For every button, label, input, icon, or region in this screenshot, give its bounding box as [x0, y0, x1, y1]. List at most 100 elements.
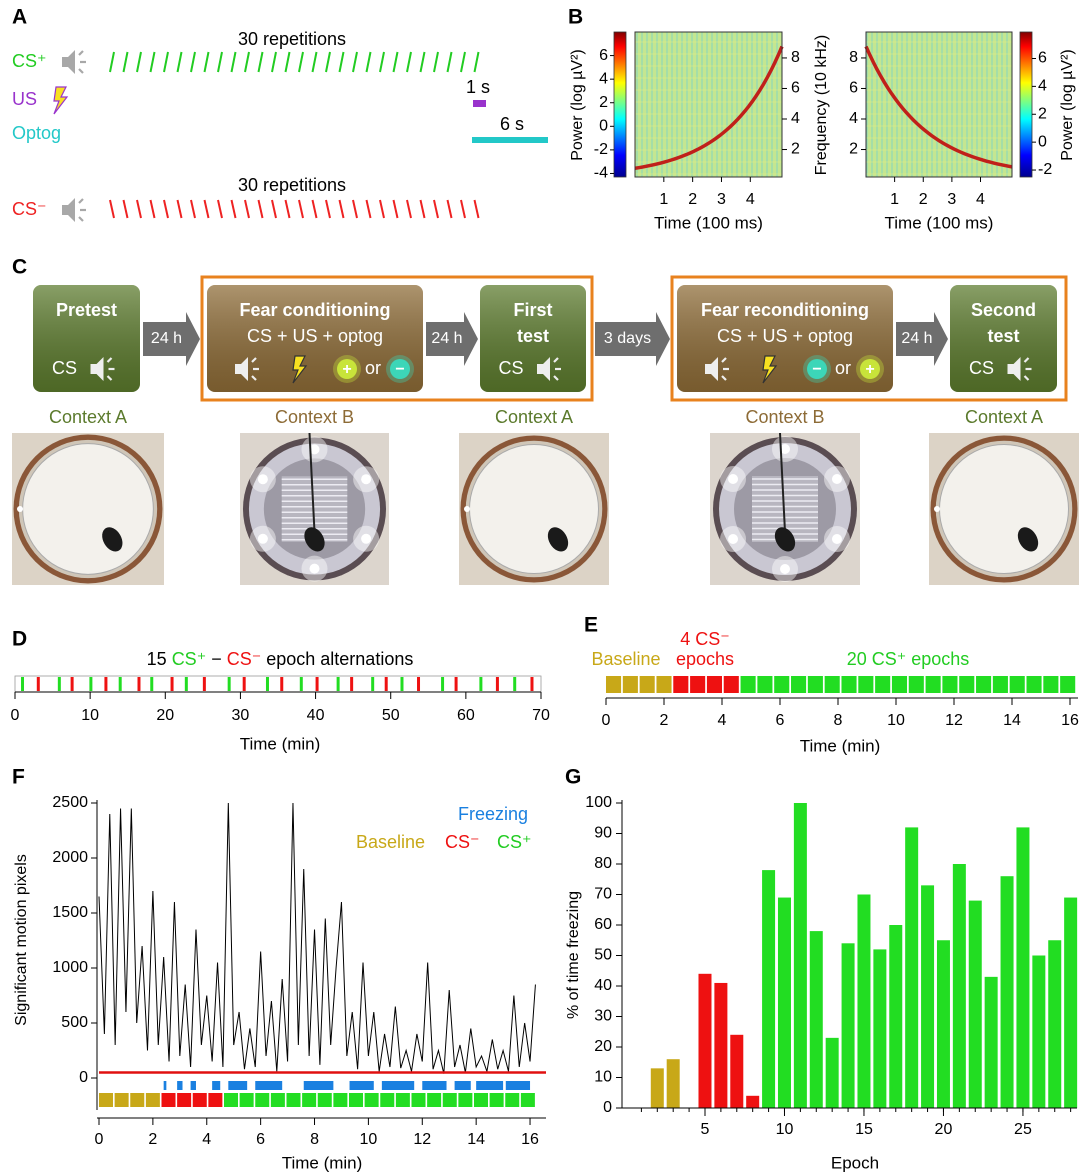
optog-dot [390, 359, 410, 379]
plot-frame [865, 31, 1013, 178]
bar [730, 1034, 744, 1108]
light-spot [309, 563, 320, 574]
y-tick-label: 1500 [52, 904, 88, 921]
cs-plus-pip [149, 51, 156, 73]
sound-wave [1023, 375, 1030, 381]
y-tick-label: 8 [791, 49, 800, 66]
epoch-block [740, 676, 756, 693]
x-tick-label: 1 [890, 191, 899, 208]
epoch-block [349, 1093, 364, 1107]
lightning-icon [292, 355, 308, 384]
x-axis-label: Time (min) [282, 1153, 363, 1172]
x-tick-label: 40 [307, 707, 325, 724]
x-tick-label: 70 [532, 707, 550, 724]
speaker-icon [705, 357, 729, 381]
freezing-interval [255, 1081, 283, 1090]
bar [666, 1059, 680, 1108]
x-axis-label: Time (100 ms) [885, 213, 994, 232]
freezing-interval [476, 1081, 504, 1090]
cs-minus-pip [338, 199, 345, 219]
epoch-block [891, 676, 908, 693]
epoch-block [411, 1093, 426, 1107]
cs-plus-pip [176, 51, 183, 73]
arena-photo [12, 433, 164, 585]
sound-wave [251, 357, 257, 363]
y-tick-label: 500 [61, 1014, 88, 1031]
epoch-block [807, 676, 823, 693]
bar [873, 949, 887, 1108]
bar [714, 982, 728, 1108]
y-tick-label: 50 [594, 947, 612, 964]
cs-plus-pip [325, 51, 331, 73]
x-tick-label: 2 [688, 191, 697, 208]
epoch-block [474, 1093, 489, 1107]
speaker-icon [235, 357, 259, 381]
sound-wave [553, 375, 559, 381]
title-part: epoch alternations [261, 649, 413, 669]
x-tick-label: 0 [11, 707, 20, 724]
panel-label: E [584, 614, 598, 637]
light-dot [934, 506, 940, 512]
cs-plus-pip [473, 51, 480, 73]
sound-wave [78, 50, 84, 56]
epoch-block [690, 676, 706, 693]
cs-plus-pip [406, 51, 412, 73]
or-label: or [835, 358, 851, 378]
x-tick-label: 30 [232, 707, 250, 724]
epoch-block [992, 676, 1008, 693]
x-tick-label: 4 [976, 191, 985, 208]
step-box-shine [950, 285, 1057, 392]
sound-wave [78, 68, 84, 74]
context-label: Context A [495, 407, 573, 427]
stimulus-row-note: 30 repetitions [238, 175, 346, 195]
epoch-block [130, 1093, 145, 1107]
speaker-body [90, 357, 104, 381]
y-tick-label: 40 [594, 977, 612, 994]
bar [952, 864, 966, 1108]
speaker-icon [1007, 357, 1032, 381]
freezing-interval [212, 1081, 221, 1090]
y-tick-label: 10 [594, 1069, 612, 1086]
epoch-block [161, 1093, 176, 1107]
sound-wave [106, 357, 113, 363]
epoch-block [908, 676, 924, 693]
cs-minus-pip [190, 199, 196, 219]
light-spot [831, 474, 842, 484]
cs-minus-pip [257, 199, 264, 219]
stimulus-row-label: CS⁺ [12, 51, 47, 71]
cs-minus-pip [473, 199, 480, 219]
x-tick-label: 16 [521, 1131, 539, 1148]
spectrogram [866, 32, 1012, 177]
phase-frame [670, 275, 1068, 402]
x-tick-label: 10 [81, 707, 99, 724]
step-box-shine [480, 285, 586, 392]
interval-label: 24 h [431, 330, 462, 347]
step-title: CS + US + optog [247, 326, 383, 346]
epoch-block [976, 676, 992, 693]
freezing-interval [422, 1081, 447, 1090]
x-tick-label: 14 [467, 1131, 485, 1148]
epoch-block [286, 1093, 301, 1107]
step-title: Second [971, 300, 1036, 320]
cs-plus-pip [311, 51, 318, 73]
speaker-icon [62, 198, 86, 222]
bar [1048, 940, 1062, 1108]
x-tick-label: 16 [1061, 712, 1079, 729]
stimulus-row-label: US [12, 89, 37, 109]
bar [1064, 897, 1078, 1108]
colorbar-label: Power (log µV²) [569, 49, 586, 160]
speaker-body [62, 50, 75, 74]
colorbar [1019, 31, 1033, 178]
epoch-block [942, 676, 958, 693]
speaker-icon [537, 357, 561, 381]
title-part: CS⁻ [227, 649, 262, 669]
bar [762, 870, 776, 1108]
y-tick-label: 2 [849, 141, 858, 158]
interval-arrow [426, 312, 478, 366]
cs-plus-pip [419, 51, 426, 73]
y-tick-label: 70 [594, 886, 612, 903]
light-spot [780, 564, 790, 574]
x-tick-label: 4 [202, 1131, 211, 1148]
epoch-block [875, 676, 891, 693]
cs-plus-pip [271, 51, 277, 73]
